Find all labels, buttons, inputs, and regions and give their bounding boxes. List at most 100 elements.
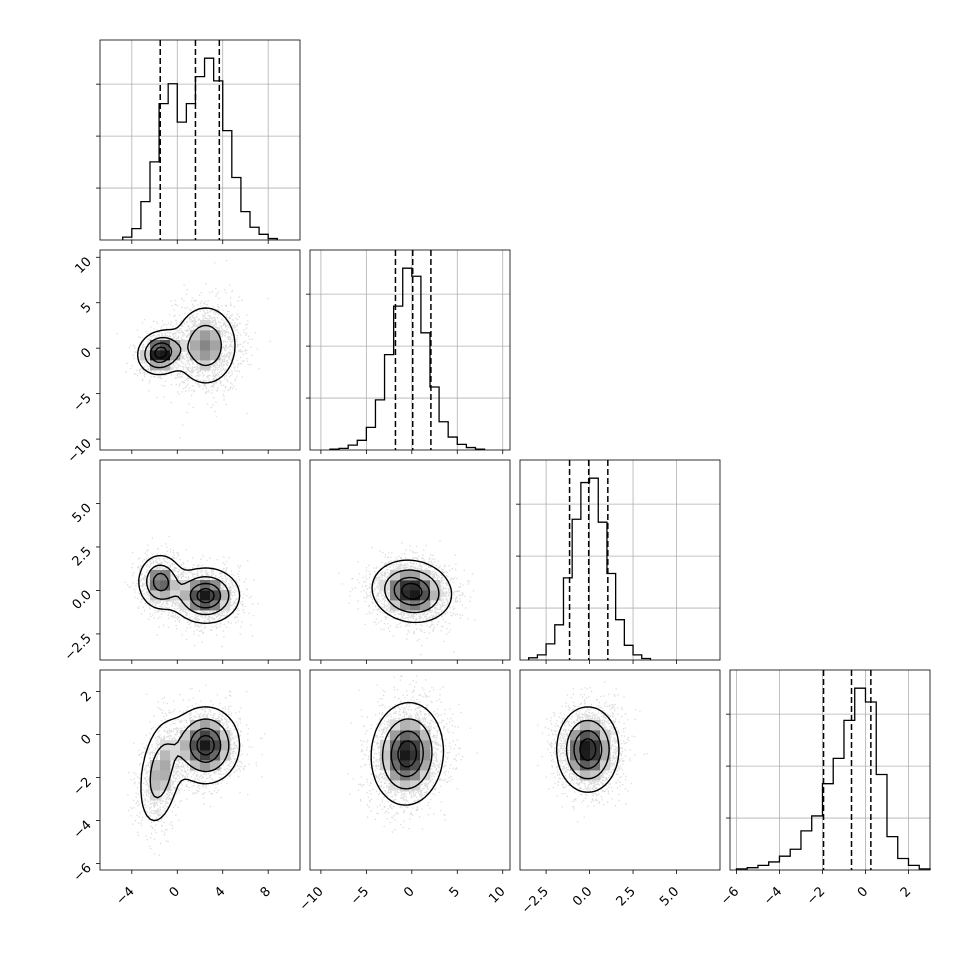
density-cell	[180, 340, 191, 351]
density-cell	[170, 590, 181, 601]
x-tick-label: 0	[855, 884, 871, 900]
density-cell	[410, 570, 421, 581]
contour-line	[196, 734, 215, 756]
panel-frame-1-1	[309, 249, 511, 451]
y-tick-label: 5.0	[70, 501, 95, 526]
panel-frame-2-2	[519, 459, 721, 661]
density-cell	[170, 340, 181, 351]
x-tick-label: −5	[348, 884, 372, 908]
panel-content	[338, 540, 476, 656]
density-cell	[190, 350, 201, 361]
density-cell	[210, 340, 221, 351]
density-cell	[590, 730, 601, 741]
density-cell	[400, 770, 411, 781]
y-tick-label: −6	[71, 861, 95, 885]
x-tick-label: −6	[718, 884, 742, 908]
contour-line	[397, 740, 418, 768]
x-tick-label: 4	[212, 884, 228, 900]
density-cell	[410, 770, 421, 781]
contour-line	[138, 554, 241, 625]
density-cell	[150, 570, 161, 581]
density-cell	[160, 340, 171, 351]
histogram-step	[329, 267, 486, 450]
density-cell	[570, 730, 581, 741]
density-cell	[190, 750, 201, 761]
density-cell	[420, 570, 431, 581]
panel-border	[309, 669, 511, 871]
y-tick-label: −4	[71, 818, 95, 842]
density-cell	[200, 580, 211, 591]
contour-line	[565, 719, 610, 780]
density-cell	[430, 590, 441, 601]
density-cell	[170, 580, 181, 591]
density-cell	[400, 590, 411, 601]
density-cell	[410, 580, 421, 591]
pair-panel-1-2	[338, 540, 476, 656]
y-tick-label: −2.5	[62, 631, 95, 664]
contour-line	[154, 346, 168, 359]
density-cell	[410, 780, 421, 791]
density-cell	[420, 770, 431, 781]
contour-line	[370, 701, 445, 806]
density-cell	[210, 740, 221, 751]
panel-border	[519, 459, 721, 661]
density-cell	[400, 720, 411, 731]
density-cell	[600, 750, 611, 761]
density-cell	[150, 780, 161, 791]
contour-line	[579, 737, 597, 762]
histogram-step	[528, 477, 652, 660]
panel-frame-0-2	[99, 459, 301, 661]
histogram-3	[726, 670, 931, 870]
panel-border	[309, 249, 511, 451]
y-tick-label: 2.5	[70, 544, 95, 569]
density-cell	[400, 570, 411, 581]
x-tick-label: 5	[447, 884, 463, 900]
contour-line	[144, 336, 182, 369]
density-cell	[410, 730, 421, 741]
density-cell	[390, 740, 401, 751]
density-cell	[220, 730, 231, 741]
density-cell	[200, 590, 211, 601]
density-cell	[150, 590, 161, 601]
density-cell	[210, 330, 221, 341]
contour-line	[152, 572, 170, 592]
density-cell	[580, 720, 591, 731]
density-cell	[390, 720, 401, 731]
density-cell	[200, 720, 211, 731]
density-cell	[570, 740, 581, 751]
contour-line	[573, 729, 603, 770]
density-cell	[220, 740, 231, 751]
density-cell	[150, 770, 161, 781]
panel-border	[519, 669, 721, 871]
x-tick-label: 8	[258, 884, 274, 900]
density-cell	[390, 570, 401, 581]
density-cell	[190, 720, 201, 731]
density-cell	[400, 760, 411, 771]
panel-frame-0-1	[99, 249, 301, 451]
density-cell	[210, 760, 221, 771]
y-tick-label: 0	[78, 345, 94, 361]
panel-frame-3-3	[729, 669, 931, 871]
density-cell	[600, 740, 611, 751]
density-cell	[390, 770, 401, 781]
density-cell	[160, 740, 171, 751]
contour-line	[136, 307, 236, 384]
density-cell	[400, 730, 411, 741]
pair-panel-0-3	[127, 684, 266, 856]
density-cell	[420, 600, 431, 611]
density-cell	[200, 340, 211, 351]
histogram-0	[96, 40, 300, 240]
density-cell	[380, 750, 391, 761]
density-cell	[160, 760, 171, 771]
x-tick-label: −2	[804, 884, 828, 908]
density-cell	[200, 760, 211, 771]
panel-border	[99, 669, 301, 871]
density-cell	[150, 360, 161, 371]
panel-border	[99, 249, 301, 451]
contour-line	[401, 582, 423, 600]
density-cell	[580, 760, 591, 771]
pair-panel-2-3	[537, 681, 648, 823]
panel-border	[729, 669, 931, 871]
density-cell	[400, 600, 411, 611]
density-cell	[420, 740, 431, 751]
